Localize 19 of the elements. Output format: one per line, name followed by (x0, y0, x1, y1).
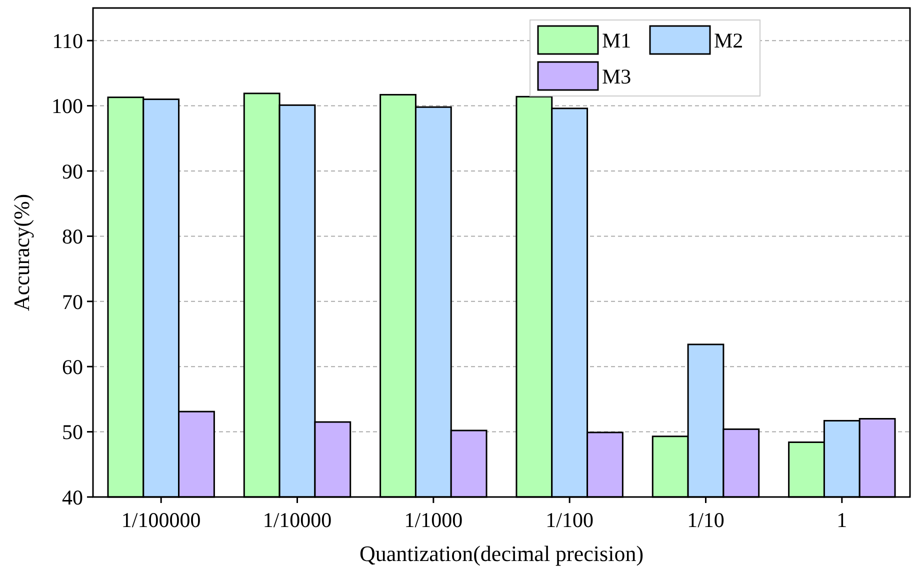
x-tick-label: 1/1000 (404, 508, 463, 532)
legend-label: M1 (602, 28, 632, 52)
y-tick-label: 60 (62, 354, 83, 379)
y-tick-label: 100 (52, 94, 83, 118)
y-tick-label: 90 (62, 159, 83, 184)
x-tick-label: 1/100 (546, 508, 594, 532)
x-tick-label: 1/10000 (262, 508, 332, 532)
legend-label: M3 (602, 64, 632, 88)
x-axis-title: Quantization(decimal precision) (359, 541, 644, 566)
y-tick-label: 80 (62, 224, 83, 249)
x-tick-label: 1/10 (687, 508, 724, 532)
y-axis-title: Accuracy(%) (9, 194, 34, 312)
x-tick-label: 1 (836, 508, 848, 532)
y-tick-label: 110 (52, 28, 83, 53)
y-tick-label: 50 (62, 420, 83, 444)
y-tick-label: 40 (62, 485, 83, 510)
y-tick-label: 70 (62, 290, 83, 314)
x-tick-label: 1/100000 (121, 508, 201, 532)
legend-label: M2 (714, 28, 744, 52)
